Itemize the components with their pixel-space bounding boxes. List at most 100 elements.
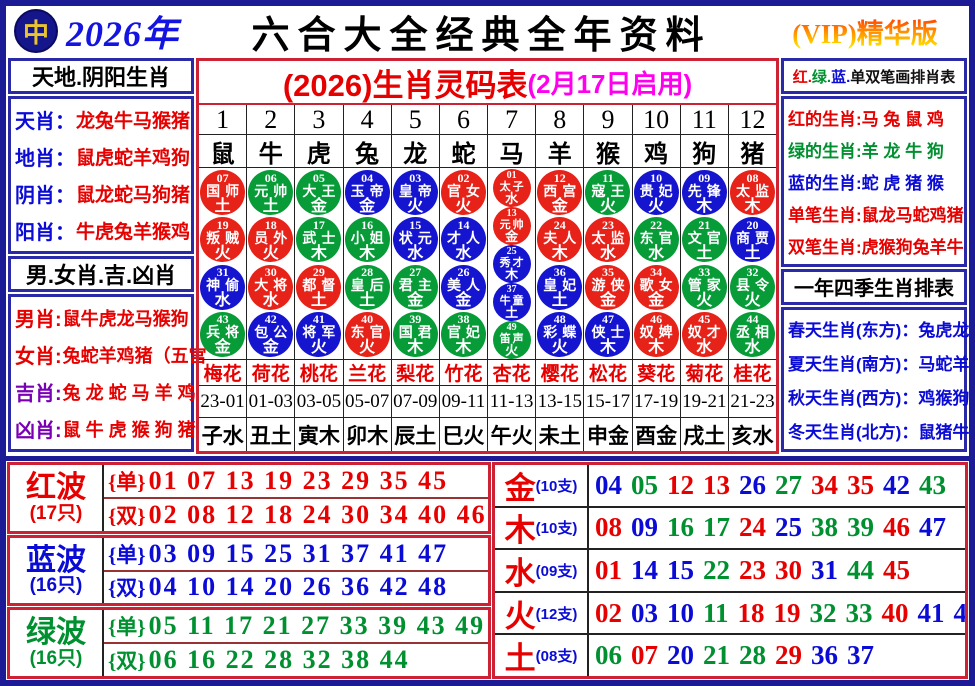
- wave-tables: 红波 (17只) {单} 01 07 13 19 23 29 35 45 {双} 02 0…: [6, 461, 492, 680]
- zodiac-attr-label: 地肖：: [15, 148, 75, 170]
- zodiac-attr-value: 龙兔牛马猴猪: [76, 111, 191, 132]
- zodiac-attr-value: 鼠牛虎龙马猴狗: [62, 308, 189, 329]
- circle-element: 水: [455, 244, 472, 262]
- zodiac-circle: 04 玉帝金: [344, 170, 390, 216]
- column-branch: 午火: [490, 424, 533, 448]
- column-time: 15-17: [584, 386, 632, 418]
- circle-number: 12: [553, 170, 566, 185]
- circle-element: 水: [696, 339, 713, 357]
- circle-name: 状元: [398, 229, 437, 246]
- column-number: 5: [391, 105, 439, 135]
- circle-number: 38: [457, 312, 470, 327]
- element-number: 12: [667, 469, 694, 500]
- column-animal: 马: [488, 135, 536, 168]
- circle-element: 火: [214, 244, 231, 262]
- element-tables: 金 (10支) 04 05 12 13 26 27 34 35 42 43 木 (10支) 08 09 16 17…: [492, 462, 968, 679]
- circle-element: 金: [648, 292, 665, 310]
- parity-label: {单}: [108, 469, 146, 494]
- column-number: 9: [584, 105, 632, 135]
- tiandi-rows: 天肖： 龙兔牛马猴猪 地肖： 鼠虎蛇羊鸡狗 阴肖： 鼠龙蛇马狗猪 阳肖： 牛虎兔羊猴鸡: [8, 96, 194, 254]
- main-column: 5 龙 03 皇帝火 15 状元水 27 君主金 39 国君木梨花 07-09 辰土: [391, 105, 440, 451]
- circle-element: 土: [505, 305, 519, 320]
- element-number: 16: [667, 512, 694, 543]
- circle-name: 元帅: [254, 182, 293, 199]
- column-time: 05-07: [343, 386, 391, 418]
- element-row: 土 (08支) 06 07 20 21 28 29 36 37: [495, 635, 965, 676]
- circle-element: 金: [214, 339, 231, 357]
- circle-element: 火: [359, 339, 376, 357]
- circle-element: 金: [359, 197, 376, 215]
- circle-element: 火: [744, 292, 761, 310]
- circle-name: 丞相: [735, 324, 774, 341]
- circle-name: 商贾: [735, 229, 774, 246]
- element-number: 36: [811, 640, 838, 671]
- element-label: 火 (12支): [495, 592, 589, 634]
- element-number: 07: [631, 640, 658, 671]
- circle-number: 22: [650, 217, 663, 232]
- wave-count: (17只): [29, 502, 83, 524]
- circle-element: 木: [407, 339, 424, 357]
- column-animal: 兔: [343, 135, 391, 168]
- element-number: 04: [595, 469, 622, 500]
- parity-label: {单}: [108, 615, 146, 640]
- element-label: 木 (10支): [495, 507, 589, 548]
- circle-name: 太子: [499, 181, 526, 193]
- wave-numbers: 04 10 14 20 26 36 42 48: [148, 572, 449, 602]
- circle-number: 43: [216, 312, 229, 327]
- zodiac-circle: 27 君主金: [392, 264, 438, 310]
- element-row: 木 (10支) 08 09 16 17 24 25 38 39 46 47: [495, 507, 965, 551]
- zodiac-attr-row: 女肖: 兔蛇羊鸡猪（五宫: [15, 340, 207, 369]
- circle-number: 32: [746, 265, 759, 280]
- column-circles: 12 西宫金 24 夫人木 36 皇妃土 48 彩蝶火: [536, 168, 584, 360]
- circle-number: 47: [601, 312, 614, 327]
- element-name: 土: [504, 641, 536, 677]
- element-name: 金: [504, 470, 536, 506]
- circle-name: 国师: [206, 182, 245, 199]
- content: 天地.阴阳生肖 天肖： 龙兔牛马猴猪 地肖： 鼠虎蛇羊鸡狗 阴肖： 鼠龙蛇马狗猪 阳肖： 牛虎…: [6, 56, 969, 456]
- circle-element: 水: [214, 292, 231, 310]
- circle-number: 23: [601, 217, 614, 232]
- title-part: 蓝.: [831, 68, 851, 86]
- circle-element: 水: [599, 244, 616, 262]
- column-number: 3: [295, 105, 343, 135]
- zodiac-circle: 41 将军火: [296, 311, 342, 357]
- circle-element: 土: [744, 244, 761, 262]
- main-grid: 1 鼠 07 国师土 19 叛贼火 31 神偷水 43 兵将金梅花 23-01 子水 2 牛 06 元帅土 18…: [199, 105, 777, 451]
- wave-numbers: 01 07 13 19 23 29 35 45: [148, 465, 449, 495]
- left-sidebar-title-2: 男.女肖.吉.凶肖: [8, 256, 194, 292]
- element-number: 39: [847, 512, 874, 543]
- element-number: 32: [809, 597, 837, 628]
- wave-dan-row: {单} 03 09 15 25 31 37 41 47: [104, 538, 488, 572]
- zodiac-circle: 06 元帅土: [248, 170, 294, 216]
- wave-name: 红波: [26, 471, 86, 505]
- zodiac-circle: 33 管家火: [681, 264, 727, 310]
- circle-name: 美人: [446, 277, 485, 294]
- season-zodiac-row: 秋天生肖(西方)：鸡猴狗: [788, 388, 970, 408]
- column-circles: 06 元帅土 18 员外火 30 大将水 42 包公金: [247, 168, 295, 360]
- season-zodiac-rows: 春天生肖(东方)：兔虎龙 夏天生肖(南方)：马蛇羊 秋天生肖(西方)：鸡猴狗 冬天生肖…: [781, 306, 970, 452]
- column-number: 4: [343, 105, 391, 135]
- zodiac-attr-row: 阳肖： 牛虎兔羊猴鸡: [15, 216, 190, 245]
- zodiac-circle: 36 皇妃土: [537, 264, 583, 310]
- zodiac-circle: 46 奴婢木: [633, 311, 679, 357]
- element-row: 水 (09支) 01 14 15 22 23 30 31 44 45: [495, 550, 965, 593]
- column-branch: 亥水: [731, 424, 774, 448]
- element-number: 19: [773, 597, 801, 628]
- zodiac-attr-value: 鼠虎蛇羊鸡狗: [76, 148, 191, 169]
- wave-shuang-row: {双} 02 08 12 18 24 30 34 40 46: [104, 499, 488, 531]
- circle-name: 皇妃: [543, 277, 582, 294]
- column-animal: 羊: [536, 135, 584, 168]
- zodiac-attr-label: 男肖:: [15, 309, 62, 331]
- circle-name: 官妃: [446, 324, 485, 341]
- page-title: 六合大全经典全年资料: [251, 14, 712, 57]
- circle-name: 寇王: [591, 182, 630, 199]
- column-branch: 子水: [201, 424, 244, 448]
- circle-number: 13: [506, 208, 517, 219]
- circle-element: 木: [599, 339, 616, 357]
- element-number: 35: [847, 469, 874, 500]
- zodiac-circle: 48 彩蝶火: [537, 311, 583, 357]
- circle-number: 30: [264, 265, 277, 280]
- column-animal: 鼠: [199, 135, 247, 168]
- zodiac-circle: 02 官女火: [440, 170, 486, 216]
- circle-number: 04: [361, 170, 374, 185]
